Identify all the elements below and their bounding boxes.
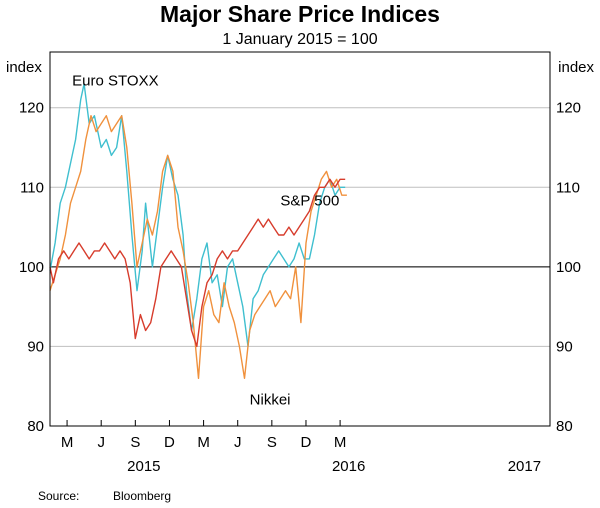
y-tick-label-right: 90 <box>556 338 573 355</box>
x-tick-label: M <box>197 434 210 451</box>
x-tick-label: S <box>130 434 140 451</box>
x-tick-label: D <box>301 434 312 451</box>
y-tick-label-left: 80 <box>27 418 44 435</box>
y-tick-label-left: 90 <box>27 338 44 355</box>
x-tick-label: S <box>267 434 277 451</box>
x-tick-label: J <box>97 434 105 451</box>
y-tick-label-right: 80 <box>556 418 573 435</box>
x-year-label: 2015 <box>127 458 160 475</box>
y-tick-label-right: 100 <box>556 259 581 276</box>
axis-ticks: 80 80 90 90 100 100 110 110 120 120 M J S D M J S D M 2015 2… <box>19 100 581 475</box>
series-label-nikkei: Nikkei <box>250 392 291 409</box>
series-line-s-p-500 <box>49 178 346 348</box>
x-year-label: 2016 <box>332 458 365 475</box>
chart-title: Major Share Price Indices <box>160 1 440 27</box>
series-label-s-p-500: S&P 500 <box>280 193 339 210</box>
y-tick-label-left: 100 <box>19 259 44 276</box>
y-tick-label-left: 120 <box>19 100 44 117</box>
y-tick-label-left: 110 <box>20 179 44 196</box>
y-axis-label-right: index <box>558 59 594 76</box>
chart-subtitle: 1 January 2015 = 100 <box>222 31 377 48</box>
x-tick-label: D <box>164 434 175 451</box>
x-tick-label: J <box>234 434 242 451</box>
y-tick-label-right: 110 <box>556 179 580 196</box>
x-tick-label: M <box>61 434 74 451</box>
series-labels: Euro STOXX Nikkei S&P 500 <box>72 72 339 408</box>
x-year-label: 2017 <box>508 458 541 475</box>
x-tick-label: M <box>334 434 347 451</box>
y-tick-label-right: 120 <box>556 100 581 117</box>
series-label-euro-stoxx: Euro STOXX <box>72 72 158 89</box>
series-lines <box>49 83 347 379</box>
source-label: Source: <box>38 489 79 503</box>
plot-frame <box>49 51 551 427</box>
series-line-nikkei <box>49 115 347 379</box>
y-axis-label-left: index <box>6 59 42 76</box>
source-value: Bloomberg <box>113 489 171 503</box>
series-line-euro-stoxx <box>49 83 346 348</box>
